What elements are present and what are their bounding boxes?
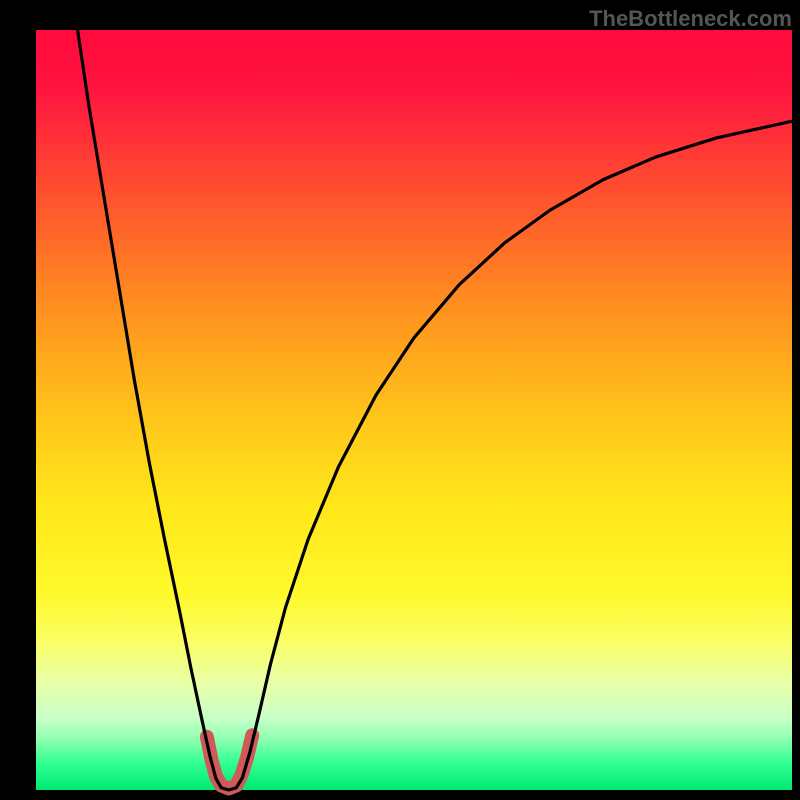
plot-area bbox=[36, 30, 792, 790]
chart-container: TheBottleneck.com bbox=[0, 0, 800, 800]
watermark-text: TheBottleneck.com bbox=[589, 6, 792, 32]
